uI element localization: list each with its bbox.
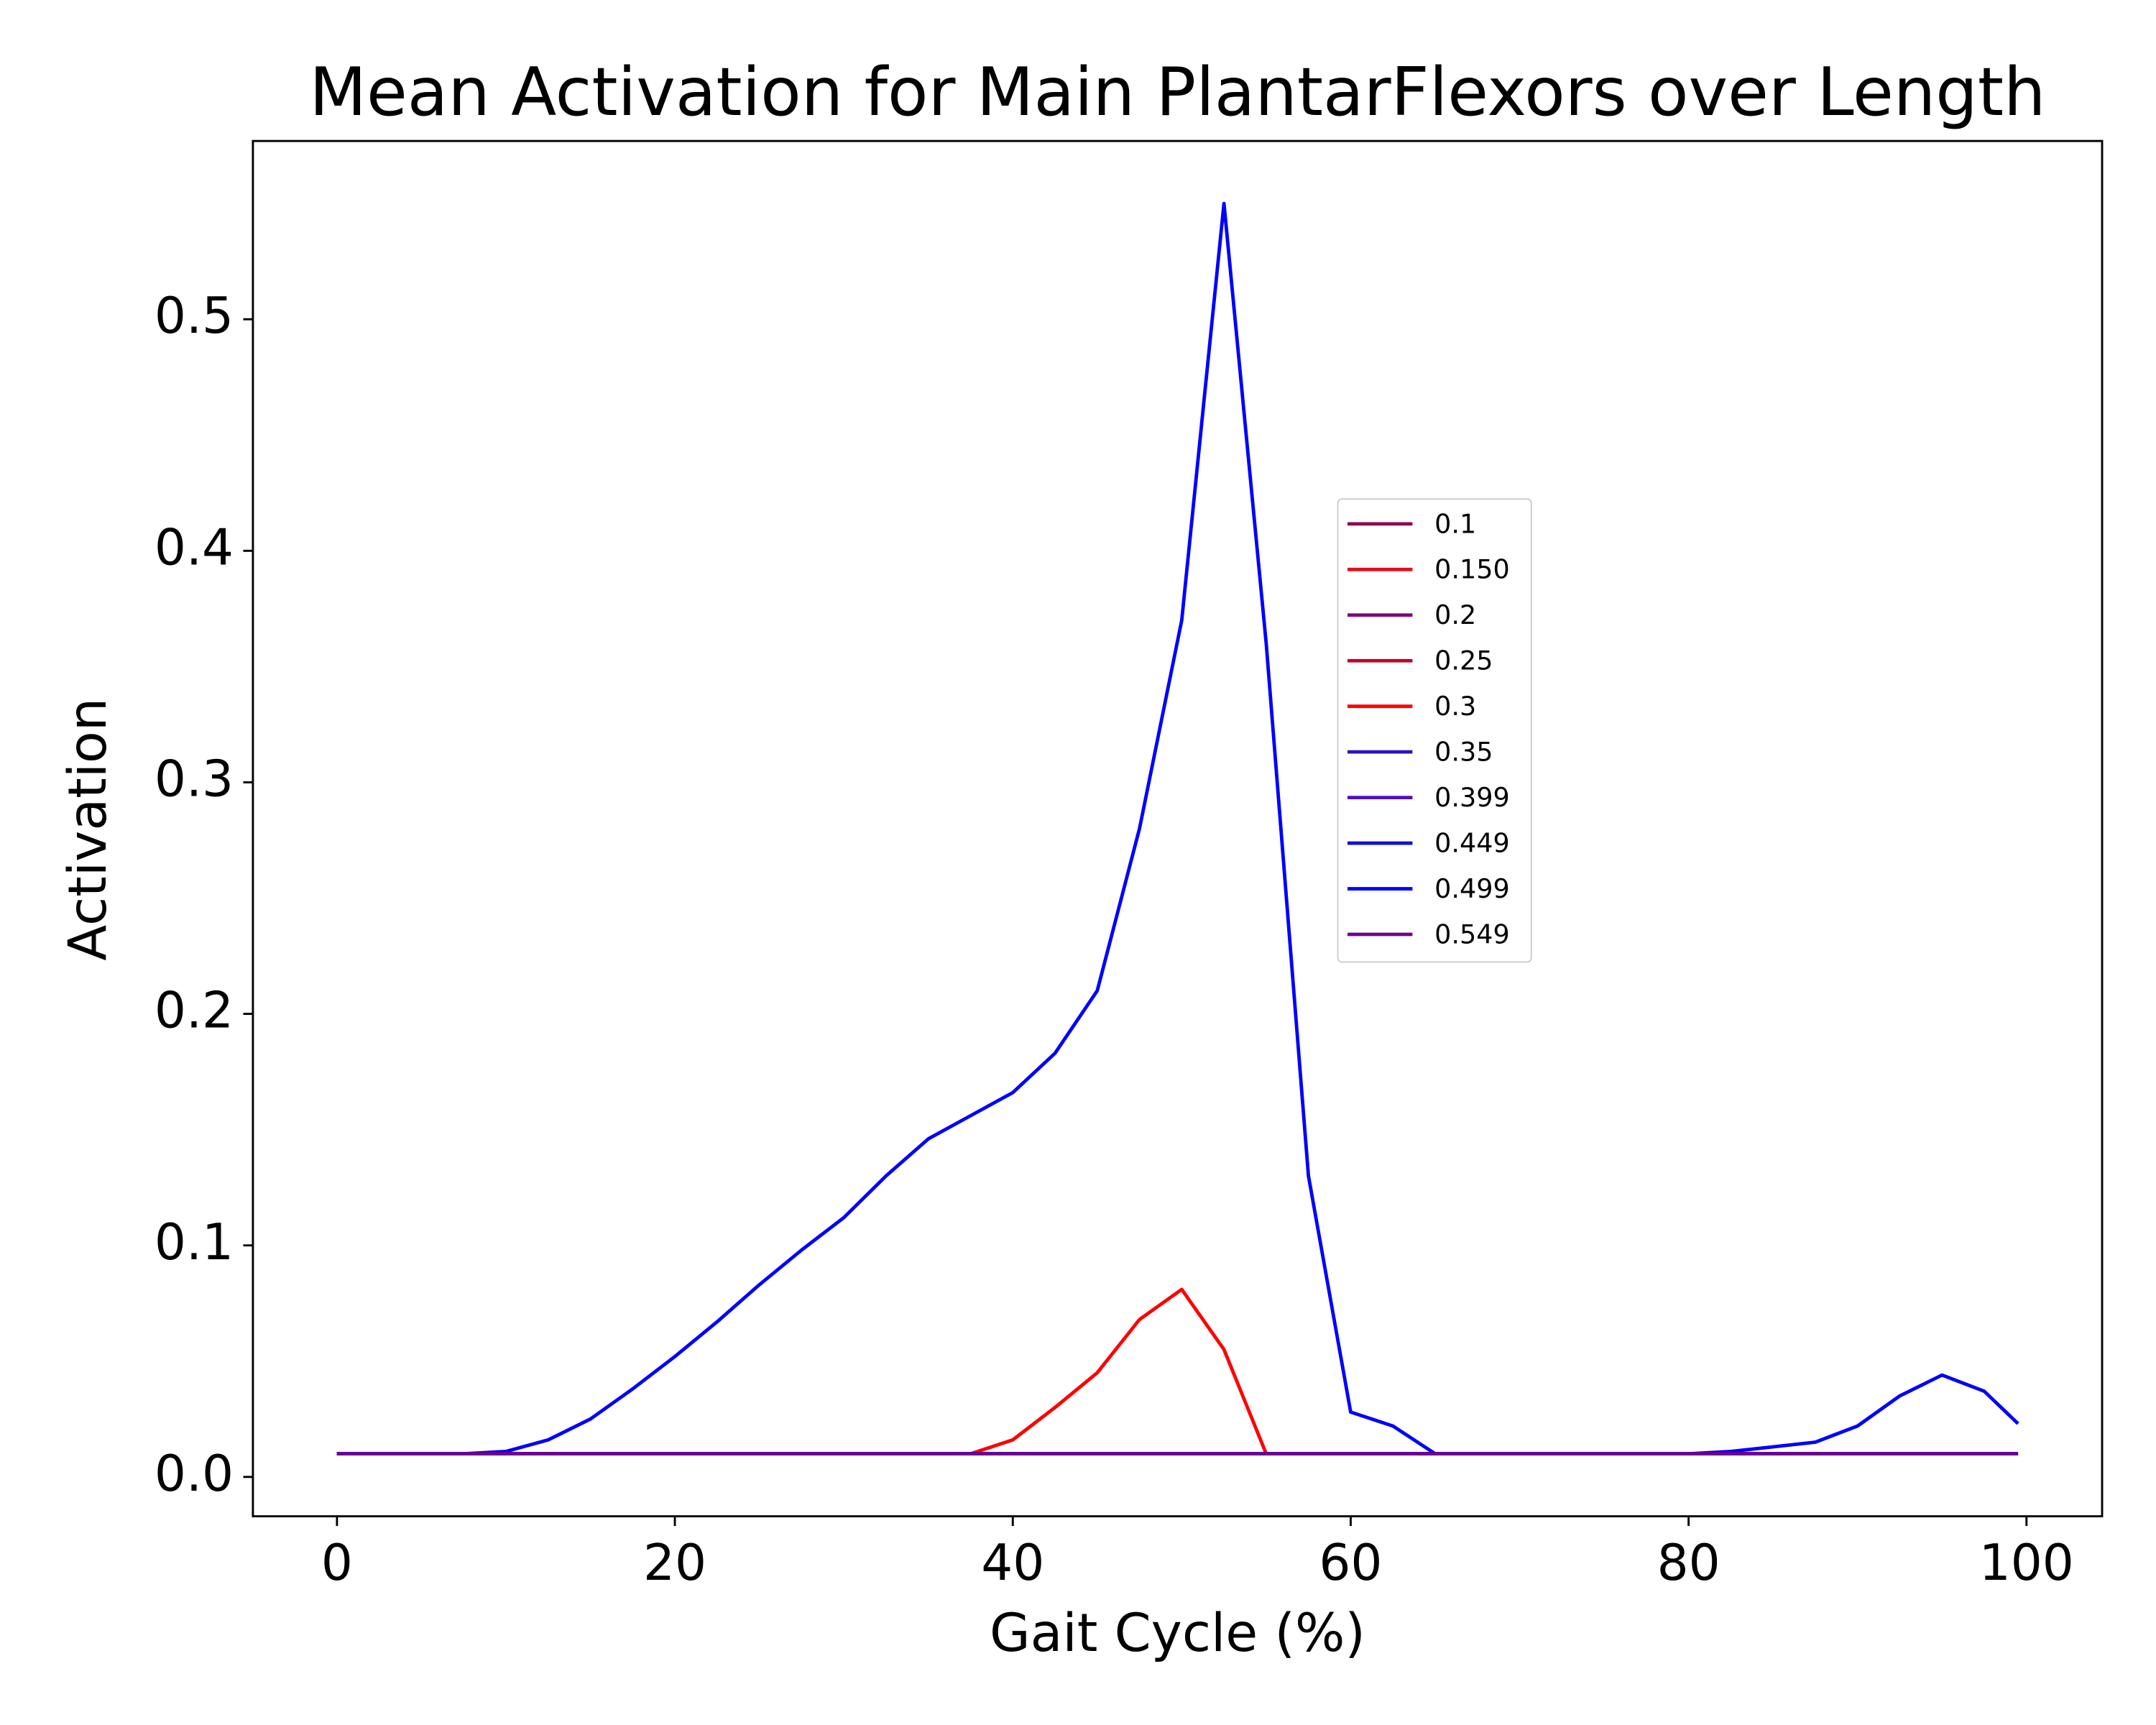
y-axis-label: Activation <box>57 698 119 961</box>
legend-label: 0.499 <box>1434 873 1510 904</box>
y-tick-label: 0.2 <box>155 983 234 1040</box>
legend-label: 0.2 <box>1434 599 1476 630</box>
x-tick-label: 60 <box>1319 1535 1382 1592</box>
chart-title: Mean Activation for Main PlantarFlexors … <box>309 53 2045 131</box>
series-line <box>336 201 2019 1456</box>
y-tick-label: 0.3 <box>155 750 234 808</box>
plot-frame <box>252 139 2104 1518</box>
legend-label: 0.25 <box>1434 645 1493 676</box>
legend-label: 0.35 <box>1434 737 1493 768</box>
legend: 0.1 0.150 0.2 0.25 0.3 0.35 0.399 0.449 0.499 0.5… <box>1337 498 1532 963</box>
x-tick-label: 40 <box>981 1535 1044 1592</box>
x-tick-label: 80 <box>1657 1535 1720 1592</box>
legend-label: 0.1 <box>1434 508 1476 539</box>
y-tick-label: 0.1 <box>155 1214 234 1271</box>
legend-label: 0.3 <box>1434 691 1476 722</box>
y-tick-label: 0.4 <box>155 519 234 576</box>
legend-label: 0.399 <box>1434 782 1510 813</box>
y-tick-label: 0.0 <box>155 1445 234 1503</box>
legend-label: 0.150 <box>1434 554 1510 585</box>
x-tick-label: 20 <box>643 1535 706 1592</box>
x-axis-label: Gait Cycle (%) <box>990 1603 1365 1664</box>
y-tick-label: 0.5 <box>155 288 234 345</box>
x-tick-label: 0 <box>321 1535 353 1592</box>
legend-label: 0.549 <box>1434 919 1510 949</box>
legend-label: 0.449 <box>1434 828 1510 859</box>
x-tick-label: 100 <box>1979 1535 2074 1592</box>
